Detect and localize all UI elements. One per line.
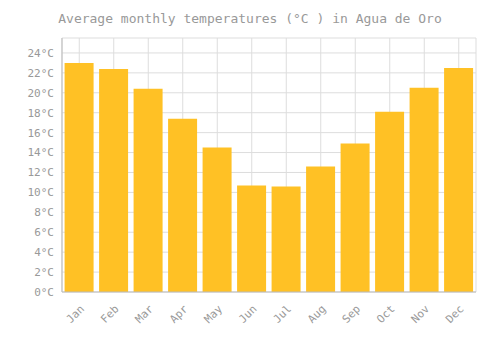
svg-text:Dec: Dec [443,303,466,326]
svg-text:18°C: 18°C [28,107,55,120]
svg-text:14°C: 14°C [28,146,55,159]
svg-text:May: May [202,302,226,326]
svg-text:0°C: 0°C [34,286,54,299]
svg-text:Oct: Oct [374,303,397,326]
svg-text:Jun: Jun [236,303,259,326]
svg-text:Apr: Apr [167,302,191,326]
svg-text:Feb: Feb [98,303,121,326]
svg-text:Aug: Aug [305,303,328,326]
svg-text:Mar: Mar [133,302,157,326]
svg-text:2°C: 2°C [34,266,54,279]
svg-text:8°C: 8°C [34,206,54,219]
svg-text:12°C: 12°C [28,166,55,179]
svg-text:Nov: Nov [409,302,433,326]
html-text:Average monthly temperatures (: Average monthly temperatures (°C ) in Ag… [58,11,442,26]
svg-text:6°C: 6°C [34,226,54,239]
svg-text:16°C: 16°C [28,127,55,140]
svg-text:10°C: 10°C [28,186,55,199]
svg-text:24°C: 24°C [28,47,55,60]
svg-text:Sep: Sep [340,303,363,326]
svg-text:22°C: 22°C [28,67,55,80]
svg-text:4°C: 4°C [34,246,54,259]
svg-text:20°C: 20°C [28,87,55,100]
svg-text:Jul: Jul [271,303,294,326]
svg-text:Jan: Jan [64,303,87,326]
